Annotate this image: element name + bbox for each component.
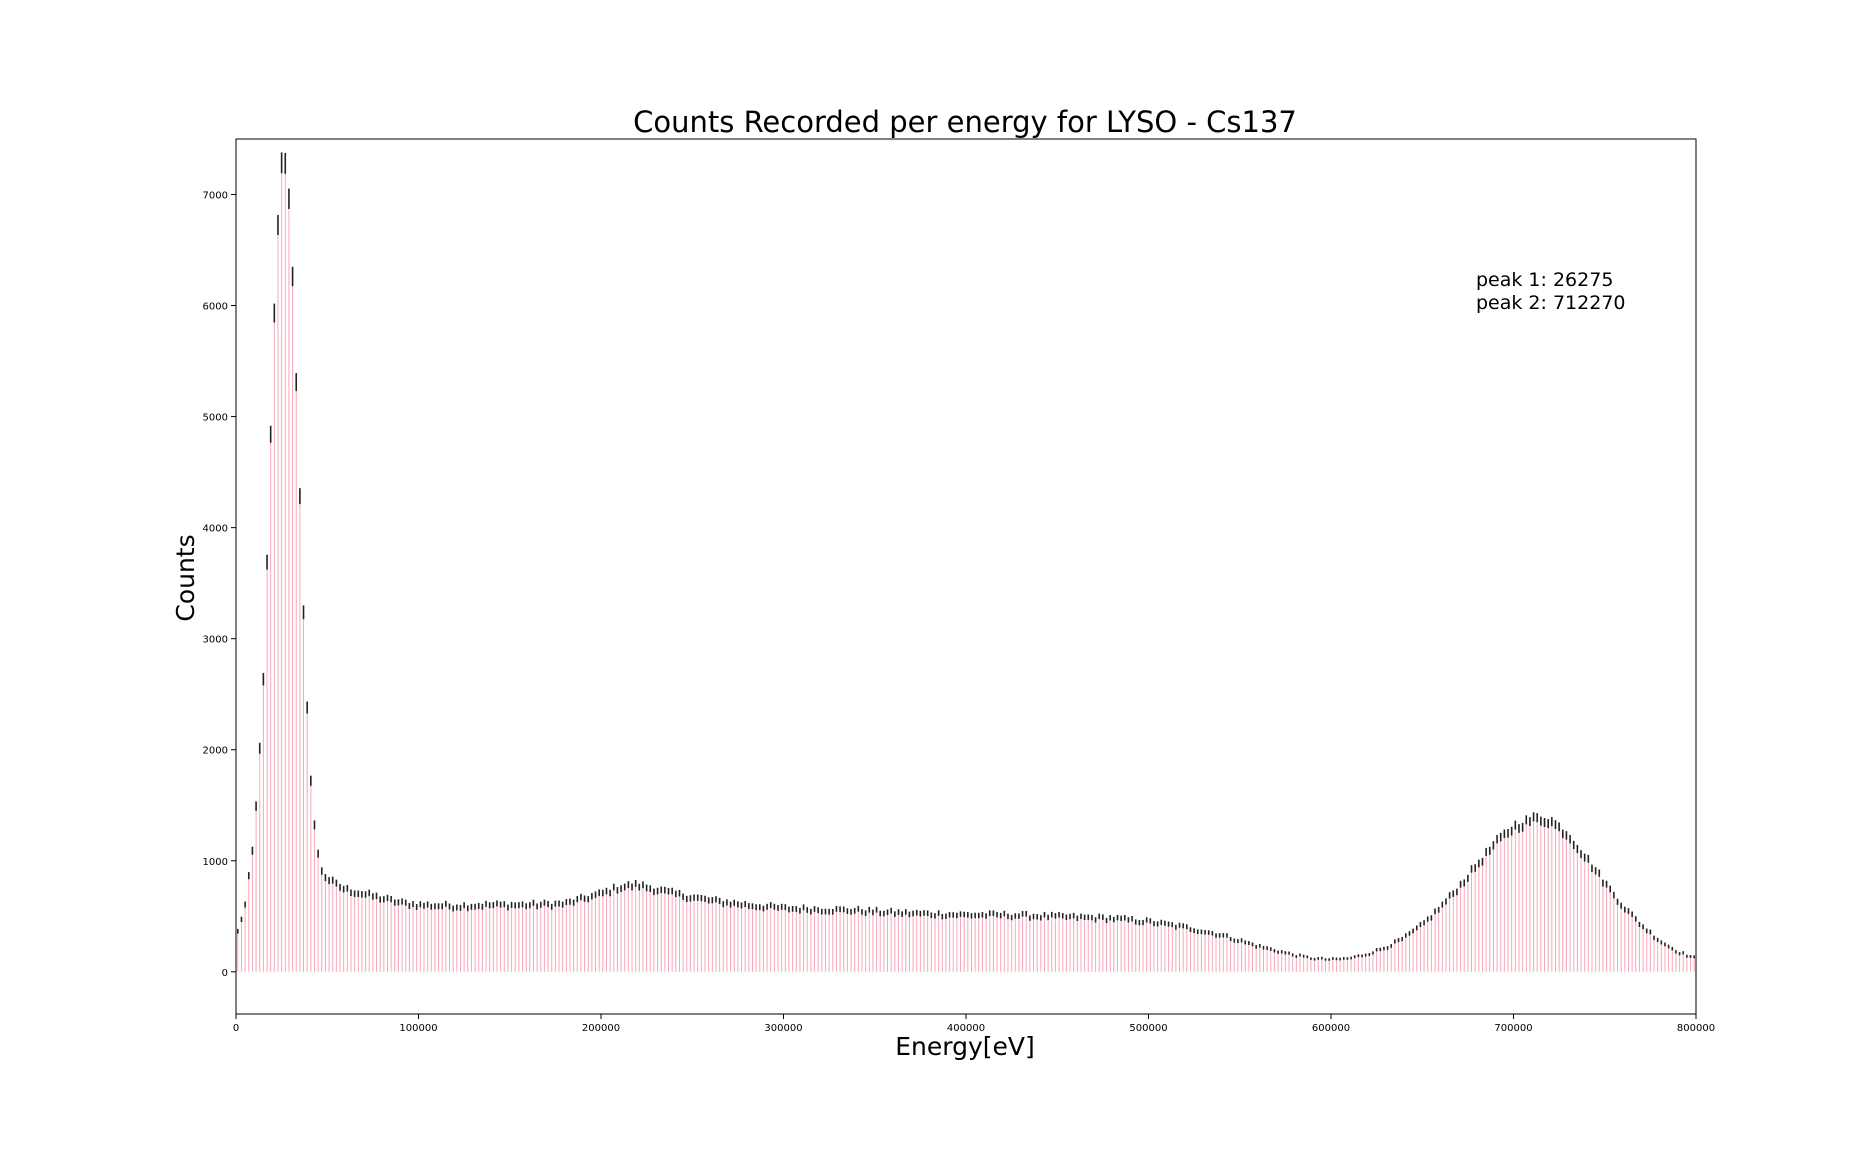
y-tick-label: 4000 [203, 524, 228, 535]
peak-2-annotation: peak 2: 712270 [1476, 292, 1626, 314]
x-tick-label: 600000 [1312, 1023, 1350, 1034]
y-tick-label: 0 [222, 968, 228, 979]
y-tick-label: 5000 [203, 413, 228, 424]
peak-1-annotation: peak 1: 26275 [1476, 269, 1613, 291]
x-tick-label: 200000 [582, 1023, 620, 1034]
error-bar-series [237, 152, 1695, 961]
y-tick-label: 7000 [203, 191, 228, 202]
y-tick-label: 3000 [203, 635, 228, 646]
y-tick-label: 2000 [203, 746, 228, 757]
x-axis-ticks: 0 100000 200000 300000 400000 500000 600000 700… [233, 1014, 1715, 1034]
chart-title: Counts Recorded per energy for LYSO - Cs… [633, 105, 1297, 139]
x-tick-label: 400000 [947, 1023, 985, 1034]
bar-series [237, 162, 1695, 972]
y-axis-ticks: 0 1000 2000 3000 4000 5000 6000 7000 [203, 191, 236, 979]
x-tick-label: 700000 [1494, 1023, 1532, 1034]
y-tick-label: 1000 [203, 857, 228, 868]
x-tick-label: 800000 [1677, 1023, 1715, 1034]
x-tick-label: 100000 [399, 1023, 437, 1034]
y-tick-label: 6000 [203, 302, 228, 313]
x-tick-label: 300000 [764, 1023, 802, 1034]
y-axis-label: Counts [171, 534, 200, 621]
x-tick-label: 0 [233, 1023, 239, 1034]
x-tick-label: 500000 [1129, 1023, 1167, 1034]
x-axis-label: Energy[eV] [895, 1032, 1035, 1061]
